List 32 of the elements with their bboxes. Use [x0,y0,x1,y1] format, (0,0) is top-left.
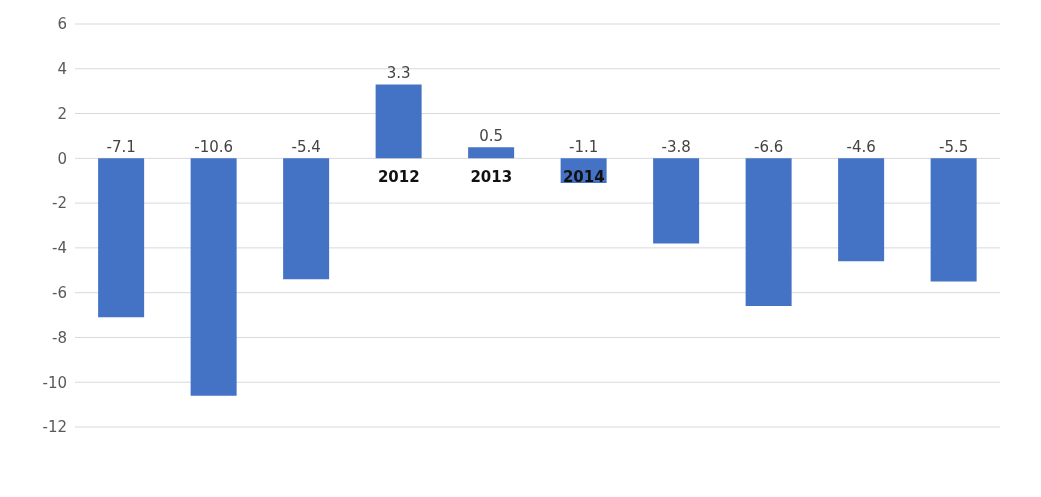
bar [98,158,145,318]
data-label: -4.6 [846,138,876,157]
y-tick-label: 0 [57,149,67,168]
y-tick-label: -12 [42,418,67,437]
y-tick-label: -6 [52,283,67,302]
data-label: -5.5 [938,138,969,157]
y-tick-label: -10 [42,373,67,392]
bar [190,158,237,396]
y-tick-label: -8 [52,328,67,347]
bar [283,158,330,280]
data-label: 3.3 [386,64,411,83]
x-tick-label: 2013 [470,168,513,187]
bar [930,158,977,282]
data-label: -7.1 [106,138,136,157]
data-label: -5.4 [291,138,321,157]
y-tick-label: 4 [57,60,67,79]
y-tick-label: -2 [52,194,67,213]
bar [653,158,700,244]
data-label: -6.6 [753,138,784,157]
bar [468,147,515,159]
bar [375,84,422,159]
data-label: -1.1 [568,138,599,157]
bar [745,158,792,307]
x-tick-label: 2012 [377,168,420,187]
bar [838,158,885,262]
data-label: 0.5 [479,127,504,146]
data-label: -10.6 [194,138,234,157]
x-tick-label: 2014 [562,168,605,187]
data-label: -3.8 [661,138,691,157]
y-tick-label: 2 [57,104,67,123]
y-tick-label: 6 [57,15,67,34]
y-tick-label: -4 [52,239,67,258]
